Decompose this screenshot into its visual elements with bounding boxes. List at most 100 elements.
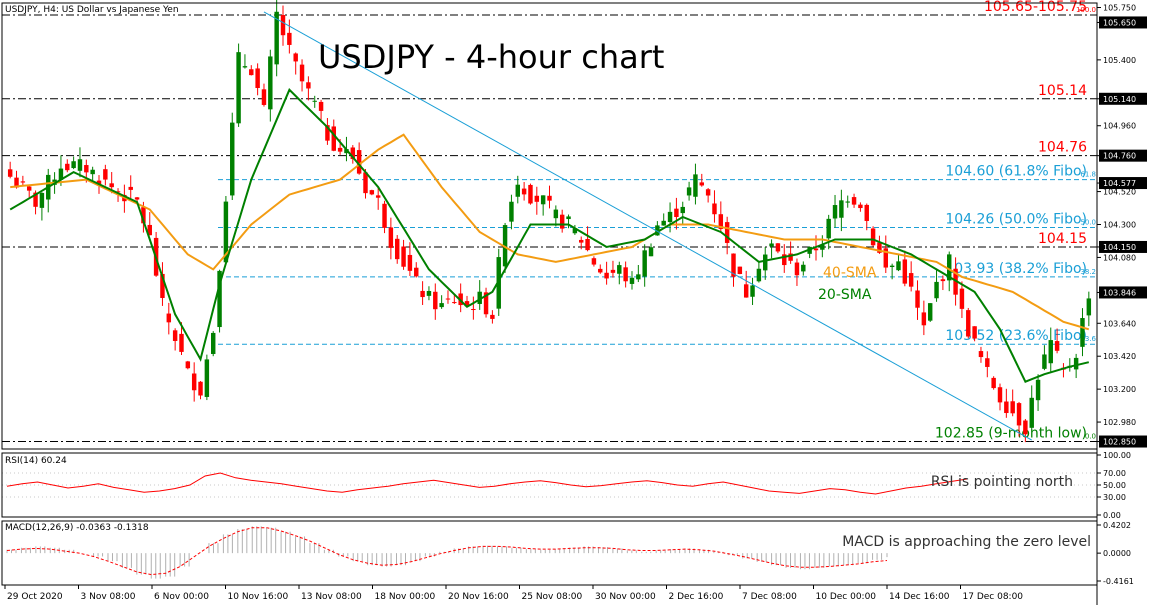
candle-body: [337, 147, 343, 152]
candle-body: [636, 274, 641, 280]
candle-body: [731, 253, 736, 277]
macd-pane[interactable]: 0.4202 0.0000 -0.4161: [6, 521, 1134, 586]
sma20-label: 20-SMA: [818, 287, 872, 303]
price-tick-label: 105.400: [1103, 56, 1136, 65]
candle-body: [705, 189, 711, 196]
candle-body: [249, 69, 254, 76]
rsi-tick-label: 0.00: [1103, 511, 1121, 520]
macd-label: MACD(12,26,9) -0.0363 -0.1318: [5, 523, 149, 533]
candle-body: [966, 310, 971, 337]
candle-body: [350, 147, 356, 160]
candle-body: [191, 373, 197, 391]
candle-body: [14, 177, 19, 188]
candle-body: [788, 253, 793, 261]
candle-body: [750, 285, 755, 297]
price-tick-label: 104.577: [1103, 179, 1136, 188]
instrument-label: USDJPY, H4: US Dollar vs Japanese Yen: [5, 5, 179, 15]
price-tick-highlight: [1099, 16, 1147, 29]
price-tick-highlight: [1099, 286, 1147, 299]
candle-body: [521, 188, 527, 195]
price-pane[interactable]: 105.750 105.650 105.400 105.140 104.960 104.7…: [2, 0, 1147, 448]
candle-body: [90, 169, 95, 175]
level-label: 105.14: [1038, 83, 1087, 99]
price-tick-highlight: [1099, 177, 1147, 190]
candle-body: [845, 201, 850, 203]
candle-body: [1054, 341, 1060, 351]
candle-body: [610, 269, 616, 273]
candle-body: [274, 11, 279, 65]
candle-body: [166, 313, 172, 323]
candle-body: [452, 302, 457, 304]
price-tick-label: 102.980: [1103, 418, 1136, 427]
candle-body: [420, 290, 425, 298]
candle-body: [306, 82, 311, 89]
rsi-label: RSI(14) 60.24: [5, 456, 67, 466]
candle-body: [1010, 401, 1015, 414]
macd-tick-label: 0.0000: [1103, 549, 1131, 558]
candle-body: [483, 292, 489, 315]
candle-body: [325, 125, 330, 141]
candle-body: [547, 195, 552, 201]
candle-body: [7, 169, 13, 177]
candle-body: [375, 195, 381, 198]
candle-body: [1080, 318, 1085, 347]
candle-body: [826, 218, 831, 239]
candle-body: [896, 261, 901, 271]
rsi-tick-label: 50.00: [1103, 481, 1126, 490]
candle-body: [712, 203, 717, 215]
rsi-annotation: RSI is pointing north: [931, 474, 1073, 490]
rsi-pane[interactable]: 100.00 70.00 50.00 30.00 0.00: [2, 451, 1131, 520]
candle-body: [667, 211, 673, 223]
x-tick-label: 20 Nov 16:00: [448, 592, 509, 602]
x-tick-label: 6 Nov 00:00: [154, 592, 209, 602]
candle-body: [356, 150, 362, 174]
candle-body: [997, 387, 1003, 403]
x-tick-label: 10 Nov 16:00: [228, 592, 289, 602]
candle-body: [908, 273, 914, 287]
candle-body: [591, 258, 597, 265]
price-tick-label: 103.640: [1103, 319, 1136, 328]
level-label: 104.26 (50.0% Fibo): [945, 211, 1087, 227]
price-tick-label: 104.300: [1103, 221, 1136, 230]
x-tick-label: 30 Nov 00:00: [595, 592, 656, 602]
candle-body: [540, 195, 546, 205]
candle-body: [743, 284, 749, 298]
candle-body: [915, 290, 920, 308]
sma20-line: [9, 88, 1090, 383]
x-tick-label: 7 Dec 08:00: [742, 592, 797, 602]
price-tick-label: 105.140: [1103, 95, 1136, 104]
candle-body: [1004, 401, 1009, 414]
candle-body: [655, 225, 660, 236]
candle-body: [870, 228, 876, 246]
candle-body: [312, 100, 317, 102]
level-label: 103.93 (38.2% Fibo): [945, 261, 1087, 277]
x-tick-label: 14 Dec 16:00: [889, 592, 950, 602]
candle-body: [160, 273, 165, 299]
candle-body: [439, 303, 444, 308]
macd-tick-label: -0.4161: [1103, 577, 1134, 586]
fibo-tag: 50.0: [1080, 218, 1096, 226]
x-tick-label: 3 Nov 08:00: [81, 592, 136, 602]
candle-body: [927, 303, 933, 321]
candle-body: [985, 358, 990, 367]
candle-body: [109, 183, 114, 188]
candle-body: [978, 351, 984, 358]
trendline: [263, 11, 1032, 441]
candle-body: [1029, 397, 1034, 428]
candle-body: [839, 200, 844, 218]
candle-body: [477, 291, 482, 304]
candle-body: [1048, 340, 1053, 364]
candle-body: [369, 190, 375, 195]
candle-body: [147, 224, 152, 236]
candle-body: [255, 68, 260, 89]
price-tick-highlight: [1099, 240, 1147, 253]
price-tick-label: 104.960: [1103, 122, 1136, 131]
candle-body: [921, 312, 927, 326]
candle-body: [299, 64, 305, 82]
price-tick-highlight: [1099, 92, 1147, 105]
x-tick-label: 10 Dec 00:00: [816, 592, 877, 602]
candle-body: [756, 268, 762, 282]
candle-body: [103, 169, 108, 180]
candle-body: [217, 270, 222, 328]
